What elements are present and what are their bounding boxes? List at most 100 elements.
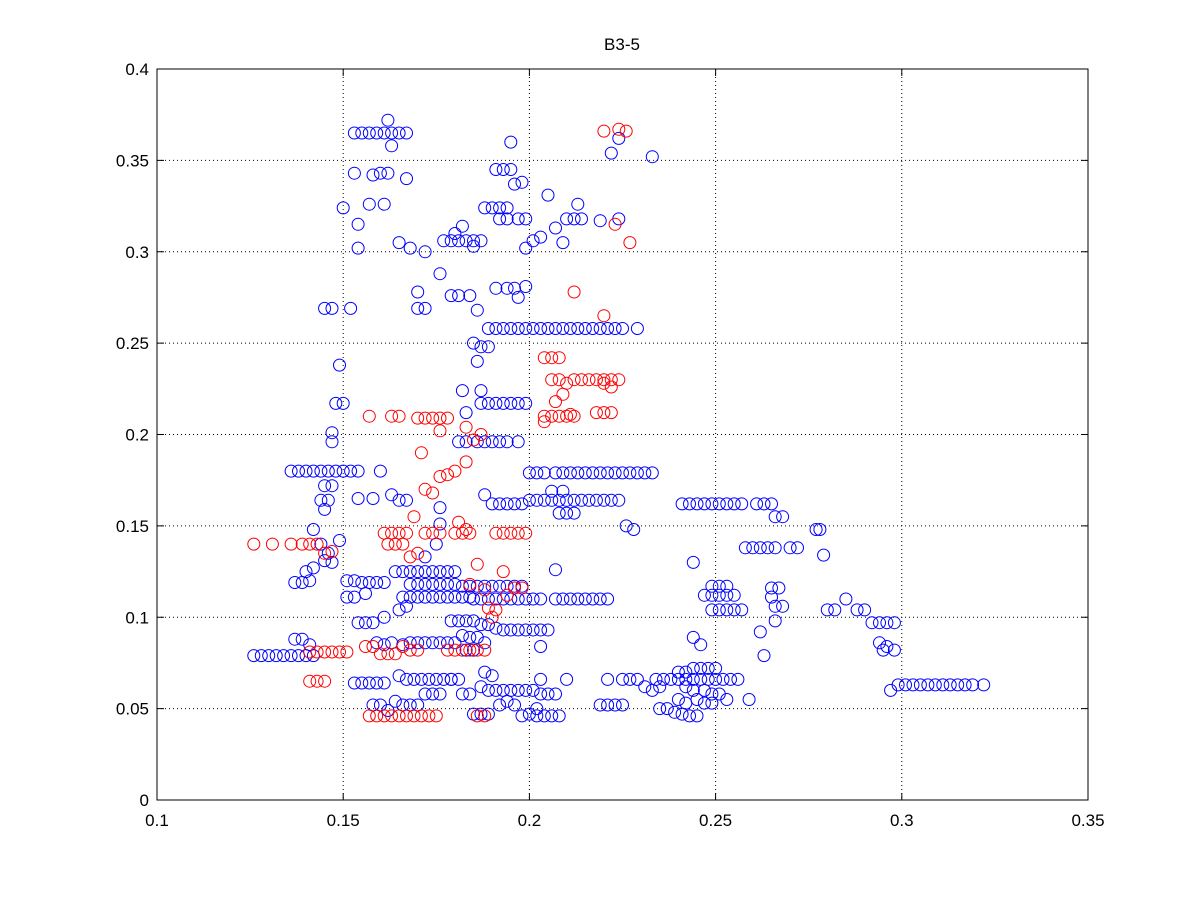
data-point bbox=[489, 396, 503, 410]
data-point bbox=[690, 693, 704, 706]
data-point bbox=[418, 565, 432, 579]
data-point bbox=[727, 603, 741, 617]
data-point bbox=[362, 676, 376, 690]
data-point bbox=[776, 599, 790, 613]
data-point bbox=[426, 590, 440, 604]
data-point bbox=[530, 702, 544, 716]
data-point bbox=[552, 409, 566, 423]
data-point bbox=[597, 406, 611, 420]
data-point bbox=[325, 545, 339, 558]
data-point bbox=[530, 493, 544, 507]
data-point bbox=[593, 322, 607, 335]
data-point bbox=[306, 523, 320, 536]
data-point bbox=[329, 464, 343, 478]
data-point bbox=[865, 616, 879, 630]
data-point bbox=[705, 696, 719, 710]
data-point bbox=[381, 166, 395, 180]
data-point bbox=[616, 672, 629, 686]
data-point bbox=[441, 636, 454, 650]
data-point bbox=[306, 464, 320, 478]
data-point bbox=[474, 396, 488, 410]
data-point bbox=[467, 614, 480, 628]
data-point bbox=[377, 610, 391, 624]
data-point bbox=[601, 698, 615, 712]
data-point bbox=[731, 672, 745, 686]
data-point bbox=[269, 649, 283, 663]
data-point bbox=[485, 497, 499, 511]
data-point bbox=[303, 674, 317, 688]
data-point bbox=[470, 303, 484, 317]
x-tick-label: 0.25 bbox=[699, 811, 732, 830]
data-point bbox=[493, 435, 507, 449]
data-point bbox=[359, 640, 372, 653]
data-point bbox=[765, 581, 778, 595]
data-point bbox=[504, 396, 518, 410]
data-point bbox=[515, 581, 529, 595]
data-point bbox=[545, 484, 559, 498]
data-point bbox=[526, 623, 540, 637]
data-point bbox=[712, 579, 726, 593]
data-point bbox=[493, 201, 507, 215]
data-point bbox=[377, 709, 391, 723]
data-point bbox=[560, 672, 574, 686]
data-point bbox=[522, 493, 536, 507]
data-point bbox=[671, 672, 685, 686]
data-point bbox=[534, 687, 548, 701]
data-point bbox=[578, 466, 592, 480]
data-point bbox=[463, 687, 477, 701]
data-point bbox=[705, 497, 719, 511]
data-point bbox=[750, 497, 764, 511]
data-point bbox=[530, 709, 544, 723]
data-point bbox=[318, 502, 332, 516]
data-point bbox=[619, 519, 633, 533]
data-point bbox=[966, 678, 980, 692]
data-point bbox=[496, 396, 510, 410]
data-point bbox=[578, 592, 592, 606]
data-point bbox=[478, 636, 492, 650]
data-point bbox=[452, 672, 466, 686]
data-point bbox=[426, 411, 440, 425]
data-point bbox=[336, 396, 350, 410]
data-point bbox=[608, 322, 622, 335]
data-point bbox=[496, 526, 510, 540]
data-point bbox=[627, 523, 641, 536]
data-point bbox=[437, 672, 451, 686]
data-point bbox=[534, 623, 548, 637]
data-point bbox=[478, 665, 492, 679]
data-point bbox=[604, 380, 618, 394]
data-point bbox=[489, 281, 503, 295]
data-point bbox=[887, 643, 901, 657]
data-point bbox=[392, 236, 406, 250]
data-point bbox=[735, 497, 749, 511]
data-point bbox=[589, 493, 603, 507]
data-point bbox=[504, 135, 518, 149]
data-point bbox=[444, 234, 458, 248]
axis-ticks: 0.1 0.15 0.2 0.25 0.3 0.35 0 0.05 0.1 0.15 0.2 0.25… bbox=[116, 60, 1105, 830]
data-point bbox=[511, 435, 525, 449]
data-point bbox=[519, 241, 533, 255]
data-point bbox=[876, 643, 890, 657]
data-point bbox=[813, 523, 827, 536]
data-point bbox=[370, 126, 384, 140]
data-point bbox=[318, 645, 332, 659]
data-point bbox=[418, 245, 432, 259]
data-point bbox=[489, 163, 503, 176]
data-point bbox=[481, 601, 495, 615]
data-point bbox=[388, 694, 402, 708]
data-point bbox=[500, 201, 514, 215]
data-point bbox=[277, 649, 291, 663]
data-point bbox=[485, 201, 499, 215]
data-point bbox=[623, 236, 637, 250]
data-point bbox=[783, 541, 797, 555]
data-point bbox=[433, 517, 447, 531]
data-point bbox=[455, 219, 469, 233]
data-point bbox=[560, 212, 574, 226]
x-tick-label: 0.35 bbox=[1071, 811, 1104, 830]
data-point bbox=[697, 588, 711, 602]
data-point bbox=[913, 678, 927, 692]
data-point bbox=[448, 590, 462, 604]
data-point bbox=[370, 676, 384, 690]
data-point bbox=[455, 579, 469, 593]
data-point bbox=[534, 592, 548, 606]
data-point bbox=[418, 590, 432, 604]
